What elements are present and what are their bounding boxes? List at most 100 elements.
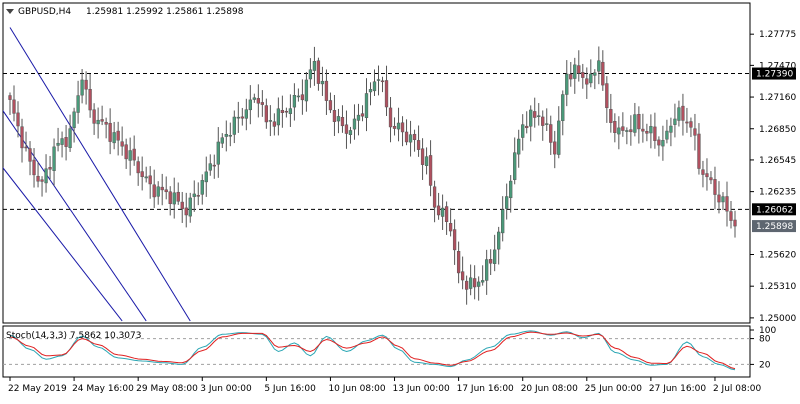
bull-candle	[537, 115, 541, 117]
price-tick-label: 1.27160	[759, 93, 796, 103]
time-axis[interactable]: 22 May 2019 24 May 16:00 29 May 08:00 3 Jun…	[8, 377, 761, 394]
bull-candle	[497, 231, 501, 250]
bull-candle	[364, 93, 369, 118]
bull-candle	[376, 79, 381, 81]
bull-candle	[200, 180, 204, 195]
bear-candle	[48, 167, 52, 170]
bull-candle	[204, 171, 208, 183]
time-tick-label: 10 Jun 08:00	[328, 384, 385, 394]
bear-candle	[40, 179, 44, 182]
stochastic-tick-label: 80	[759, 335, 771, 345]
bull-candle	[517, 138, 521, 155]
bull-candle	[493, 249, 497, 264]
bear-candle	[392, 125, 397, 129]
bull-candle	[661, 140, 665, 147]
bull-candle	[292, 95, 297, 108]
bear-candle	[693, 128, 697, 136]
bull-candle	[501, 209, 505, 234]
bull-candle	[348, 130, 353, 135]
bull-candle	[112, 132, 116, 144]
horizontal-lines[interactable]	[3, 73, 750, 210]
stochastic-panel[interactable]: Stoch(14,3,3) 7.5862 10.3073	[2, 325, 751, 378]
price-tick-label: 1.25000	[759, 314, 796, 324]
time-tick-label: 13 Jun 00:00	[393, 384, 450, 394]
stochastic-tick-label: 20	[759, 360, 771, 370]
bull-candle	[673, 118, 677, 125]
bear-candle	[240, 116, 244, 119]
bear-candle	[645, 131, 649, 134]
bear-candle	[64, 137, 68, 147]
bear-candle	[464, 280, 469, 290]
bear-candle	[108, 122, 112, 142]
bull-candle	[557, 120, 561, 155]
bear-candle	[140, 171, 144, 178]
bear-candle	[124, 144, 128, 160]
bull-candle	[521, 124, 525, 138]
bear-candle	[681, 105, 685, 121]
price-tick-label: 1.25620	[759, 251, 796, 261]
bear-candle	[180, 201, 184, 210]
bull-candle	[468, 277, 473, 289]
bull-candle	[208, 163, 212, 171]
bull-candle	[589, 73, 593, 84]
time-tick-label: 27 Jun 16:00	[649, 384, 706, 394]
bear-candle	[456, 251, 461, 274]
bear-candle	[585, 78, 589, 85]
chart-header: GBPUSD,H4 1.25981 1.25992 1.25861 1.2589…	[6, 7, 244, 17]
bull-candle	[505, 196, 509, 209]
bear-candle	[436, 205, 441, 216]
bull-candle	[72, 111, 76, 129]
dropdown-arrow-icon[interactable]	[6, 9, 14, 14]
bear-candle	[264, 105, 269, 123]
bull-candle	[252, 97, 256, 100]
channel-line[interactable]	[2, 167, 123, 322]
channel-line[interactable]	[9, 27, 191, 322]
bear-candle	[472, 278, 477, 288]
price-tick-label: 1.25310	[759, 282, 796, 292]
stochastic-lines	[9, 330, 736, 371]
bear-candle	[525, 125, 529, 129]
bull-candle	[368, 89, 373, 93]
bear-candle	[300, 94, 305, 101]
bear-candle	[701, 169, 705, 175]
bear-candle	[577, 65, 581, 74]
time-tick-label: 24 May 16:00	[72, 384, 134, 394]
bull-candle	[76, 95, 80, 113]
bear-candle	[733, 219, 737, 227]
bull-candle	[276, 108, 281, 126]
bull-candle	[352, 118, 357, 130]
bull-candle	[480, 280, 485, 283]
bull-candle	[60, 138, 64, 145]
bear-candle	[212, 164, 216, 167]
bear-candle	[412, 133, 417, 140]
bear-candle	[380, 80, 385, 83]
time-tick-label: 29 May 08:00	[136, 384, 198, 394]
price-panel[interactable]: GBPUSD,H4 1.25981 1.25992 1.25861 1.2589…	[2, 2, 751, 324]
bull-candle	[228, 135, 232, 137]
bear-candle	[116, 130, 120, 141]
bear-candle	[360, 113, 365, 117]
price-tick-label: 1.27470	[759, 61, 796, 71]
bear-candle	[621, 126, 625, 131]
bear-candle	[569, 74, 573, 80]
bear-candle	[549, 124, 553, 143]
bear-candle	[280, 109, 285, 114]
price-axis[interactable]: 1.27775 1.27470 1.27160 1.26850 1.26545 1.262…	[750, 30, 796, 324]
time-tick-label: 25 Jun 00:00	[585, 384, 642, 394]
bull-candle	[216, 141, 220, 165]
time-tick-label: 17 Jun 16:00	[457, 384, 514, 394]
bull-candle	[56, 142, 60, 146]
bear-candle	[729, 211, 733, 221]
bull-candle	[476, 281, 481, 287]
bear-candle	[629, 129, 633, 133]
price-tick-label: 1.26235	[759, 188, 796, 198]
bear-candle	[36, 175, 40, 182]
bear-candle	[340, 117, 345, 127]
bull-candle	[336, 116, 341, 122]
bull-candle	[236, 116, 240, 119]
bull-candle	[396, 122, 401, 130]
bull-candle	[649, 126, 653, 134]
